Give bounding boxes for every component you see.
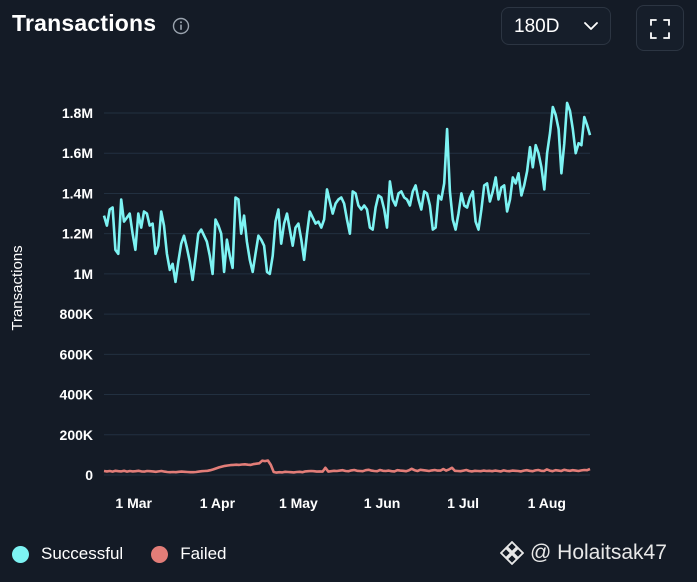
x-tick-label: 1 Aug	[528, 495, 566, 511]
y-tick-label: 1.6M	[62, 145, 93, 161]
watermark-handle: @ Holaitsak47	[530, 541, 667, 564]
y-tick-label: 1.4M	[62, 185, 93, 201]
y-axis-label: Transactions	[9, 245, 26, 330]
x-tick-label: 1 May	[279, 495, 318, 511]
legend-item-successful[interactable]: Successful	[12, 544, 123, 564]
legend-item-failed[interactable]: Failed	[151, 544, 227, 564]
y-tick-label: 1.8M	[62, 105, 93, 121]
time-range-select[interactable]: 180D	[501, 7, 611, 45]
time-range-value: 180D	[514, 16, 560, 37]
x-tick-label: 1 Jun	[364, 495, 401, 511]
y-tick-label: 0	[85, 467, 93, 483]
series-line-successful[interactable]	[102, 101, 592, 284]
page-title: Transactions	[12, 10, 157, 36]
x-tick-label: 1 Jul	[447, 495, 479, 511]
failed-swatch	[151, 545, 169, 563]
y-tick-label: 800K	[60, 306, 93, 322]
y-tick-label: 200K	[60, 427, 93, 443]
successful-swatch	[12, 545, 29, 563]
legend: Successful Failed	[12, 544, 255, 564]
y-tick-label: 400K	[60, 387, 93, 403]
expand-icon	[650, 19, 670, 39]
y-tick-label: 1M	[74, 266, 93, 282]
legend-label-failed: Failed	[180, 544, 227, 563]
y-axis-ticks: 0 200K 400K 600K 800K 1M 1.2M 1.4M 1.6M 1.8M	[60, 105, 94, 483]
chevron-down-icon	[584, 22, 598, 30]
x-axis-ticks: 1 Mar 1 Apr 1 May 1 Jun 1 Jul 1 Aug	[115, 495, 566, 511]
y-tick-label: 600K	[60, 346, 93, 362]
series-line-failed[interactable]	[103, 459, 591, 474]
series	[102, 101, 592, 474]
binance-logo-icon	[500, 541, 524, 565]
info-icon[interactable]	[172, 17, 190, 35]
x-tick-label: 1 Apr	[200, 495, 236, 511]
fullscreen-button[interactable]	[636, 5, 684, 51]
transactions-chart: Transactions 0 200K 400K 600K 800K 1M 1.2M 1.4M…	[9, 101, 592, 511]
legend-label-successful: Successful	[41, 544, 124, 563]
gridlines	[104, 112, 590, 476]
x-tick-label: 1 Mar	[115, 495, 152, 511]
watermark: @ Holaitsak47	[500, 541, 667, 565]
y-tick-label: 1.2M	[62, 226, 93, 242]
